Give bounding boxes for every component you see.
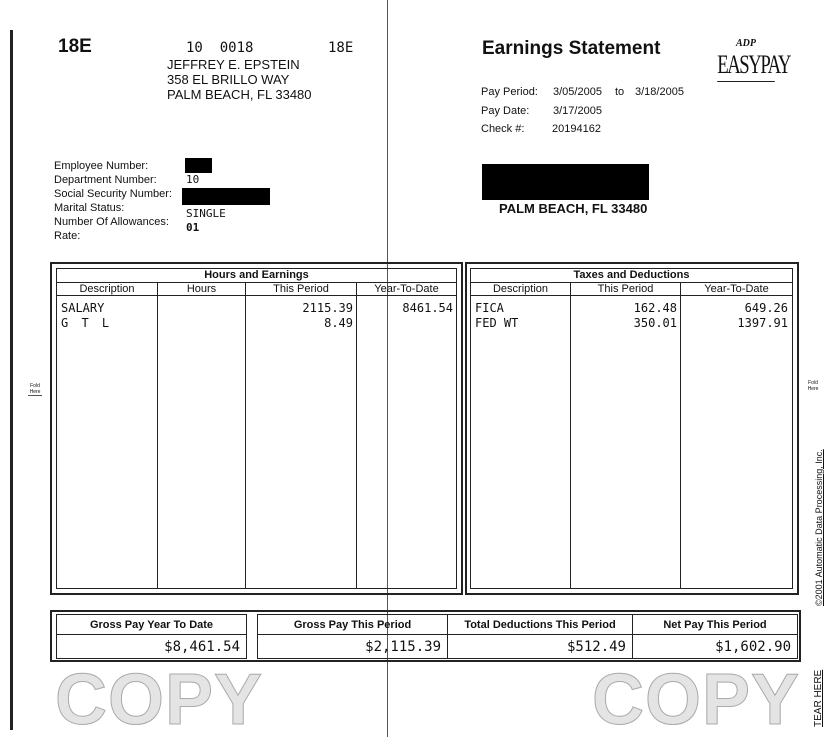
copyright: ©2001 Automatic Data Processing, Inc. [814, 449, 824, 606]
mail-city: PALM BEACH, FL 33480 [499, 201, 648, 216]
deductions-value: $512.49 [448, 635, 633, 659]
taxes-table: Taxes and Deductions Description This Pe… [470, 268, 793, 589]
pay-date: 3/17/2005 [553, 105, 602, 117]
employee-name: JEFFREY E. EPSTEIN [167, 57, 300, 72]
pay-period-end: 3/18/2005 [635, 86, 684, 98]
check-label: Check #: [481, 123, 525, 135]
check-number: 20194162 [552, 123, 601, 135]
redacted-name [482, 164, 649, 200]
employee-address2: PALM BEACH, FL 33480 [167, 87, 312, 102]
col-this-period: This Period [571, 283, 681, 296]
pay-date-label: Pay Date: [481, 105, 530, 117]
statement-title: Earnings Statement [482, 38, 661, 59]
col-description: Description [471, 283, 571, 296]
earnings-table: Hours and Earnings Description Hours Thi… [56, 268, 457, 589]
adp-logo: ADP EASYPAY [706, 38, 791, 88]
perforation-line [387, 0, 388, 737]
redacted-employee-number [185, 158, 212, 173]
redacted-ssn [182, 188, 270, 205]
col-ytd: Year-To-Date [357, 283, 456, 296]
net-pay-value: $1,602.90 [715, 639, 791, 655]
taxes-box [465, 262, 799, 595]
pay-period-start: 3/05/2005 [553, 86, 602, 98]
pay-period-to: to [615, 86, 625, 98]
header-code-right: 18E [328, 40, 354, 56]
col-description: Description [57, 283, 158, 296]
tear-here: TEAR HERE [813, 669, 824, 727]
col-hours: Hours [158, 283, 246, 296]
fold-here-right: Fold Here [807, 380, 819, 392]
gross-ytd-value: $8,461.54 [164, 639, 240, 655]
summary-box [50, 610, 801, 662]
header-code-left: 18E [58, 36, 92, 57]
copy-watermark: COPY [591, 660, 801, 740]
copy-watermark: COPY [54, 660, 264, 740]
employee-info: Employee Number: Department Number: Soci… [54, 160, 172, 242]
pay-period-label: Pay Period: [481, 86, 538, 98]
period-summary-box: Gross Pay This Period Total Deductions T… [257, 614, 798, 659]
gross-ytd-box: Gross Pay Year To Date $8,461.54 [56, 614, 247, 659]
fold-here-left: Fold Here [28, 383, 42, 396]
taxes-title: Taxes and Deductions [471, 269, 792, 283]
marital-status: SINGLE [186, 207, 226, 220]
earnings-title: Hours and Earnings [57, 269, 456, 283]
earnings-box [50, 262, 463, 595]
allowances: 01 [186, 221, 200, 234]
left-edge-line [10, 30, 13, 730]
gross-period-value: $2,115.39 [258, 635, 448, 659]
col-this-period: This Period [246, 283, 357, 296]
employee-address1: 358 EL BRILLO WAY [167, 72, 290, 87]
department-number: 10 [186, 173, 200, 186]
header-dept-line: 10 0018 [186, 40, 254, 56]
col-ytd: Year-To-Date [681, 283, 792, 296]
